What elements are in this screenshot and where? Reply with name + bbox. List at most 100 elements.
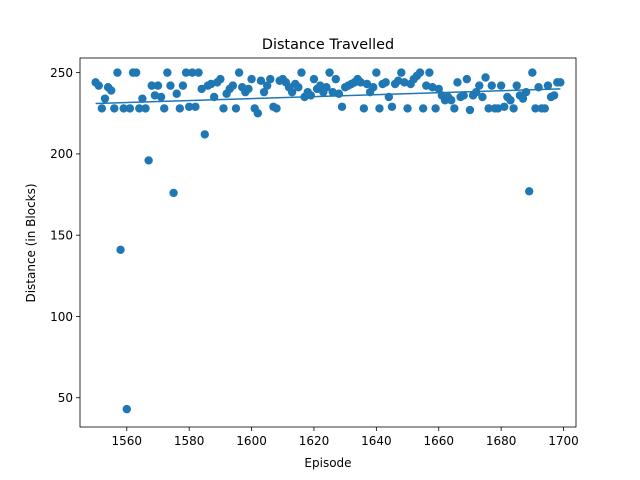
- data-point: [272, 104, 281, 113]
- data-point: [160, 104, 169, 113]
- x-tick-label: 1700: [548, 434, 579, 448]
- data-point: [397, 68, 406, 77]
- data-point: [375, 104, 384, 113]
- data-points: [91, 68, 565, 414]
- data-point: [509, 104, 518, 113]
- data-point: [138, 94, 147, 103]
- data-point: [525, 187, 534, 196]
- data-point: [100, 94, 110, 103]
- data-point: [106, 86, 116, 95]
- data-point: [556, 78, 565, 87]
- data-point: [549, 91, 559, 100]
- data-point: [131, 68, 141, 77]
- data-point: [297, 68, 306, 77]
- data-point: [403, 104, 412, 113]
- data-point: [518, 94, 528, 103]
- data-point: [144, 156, 153, 165]
- data-point: [119, 104, 128, 113]
- y-tick-label: 150: [50, 228, 73, 242]
- x-tick-label: 1680: [486, 434, 517, 448]
- data-point: [531, 104, 540, 113]
- data-point: [478, 92, 487, 102]
- data-point: [325, 68, 334, 77]
- data-point: [447, 96, 456, 105]
- y-axis-label: Distance (in Blocks): [24, 183, 38, 302]
- data-point: [228, 81, 238, 90]
- data-point: [234, 68, 244, 77]
- x-tick-label: 1620: [299, 434, 330, 448]
- data-point: [309, 74, 319, 84]
- data-point: [266, 74, 275, 84]
- data-point: [181, 68, 191, 77]
- x-tick-label: 1660: [423, 434, 454, 448]
- data-point: [543, 81, 553, 90]
- data-point: [256, 76, 266, 85]
- data-point: [262, 81, 272, 90]
- data-point: [434, 84, 443, 94]
- data-point: [135, 104, 144, 113]
- data-point: [381, 78, 390, 87]
- data-point: [253, 109, 263, 118]
- y-axis: 50 100 150 200 250: [50, 66, 80, 405]
- data-point: [337, 102, 347, 111]
- data-point: [188, 68, 197, 77]
- data-point: [244, 84, 253, 94]
- data-point: [481, 73, 490, 82]
- y-tick-label: 250: [50, 66, 73, 80]
- data-point: [259, 87, 269, 97]
- data-point: [178, 81, 188, 90]
- data-point: [484, 104, 493, 113]
- data-point: [359, 104, 369, 113]
- data-point: [169, 188, 178, 198]
- data-point: [191, 102, 200, 111]
- data-point: [141, 104, 150, 113]
- data-point: [362, 79, 372, 89]
- y-tick-label: 50: [58, 391, 73, 405]
- data-point: [172, 89, 181, 98]
- data-point: [231, 104, 241, 113]
- data-point: [540, 104, 550, 113]
- x-tick-label: 1580: [174, 434, 205, 448]
- data-point: [216, 74, 225, 84]
- trend-line: [95, 88, 561, 105]
- data-point: [425, 68, 434, 77]
- data-point: [475, 81, 484, 90]
- data-point: [415, 68, 425, 77]
- data-point: [247, 74, 256, 84]
- y-tick-label: 100: [50, 310, 73, 324]
- data-point: [116, 245, 125, 255]
- data-point: [528, 68, 537, 77]
- data-point: [163, 68, 172, 77]
- data-point: [322, 83, 331, 92]
- x-axis: 1560 1580 1600 1620 1640 1660 1680 1700: [112, 427, 579, 448]
- data-point: [156, 92, 166, 102]
- data-point: [331, 74, 340, 84]
- data-point: [418, 104, 428, 113]
- data-point: [113, 68, 122, 77]
- data-point: [450, 104, 459, 113]
- data-point: [334, 89, 344, 98]
- data-point: [500, 102, 509, 111]
- data-point: [175, 104, 185, 113]
- data-point: [125, 104, 135, 113]
- data-point: [496, 81, 506, 90]
- data-point: [487, 81, 496, 90]
- data-point: [153, 81, 163, 90]
- data-point: [94, 81, 103, 90]
- x-axis-label: Episode: [304, 456, 351, 470]
- data-point: [287, 87, 297, 97]
- data-point: [219, 104, 228, 113]
- data-point: [459, 91, 468, 100]
- data-point: [166, 81, 175, 90]
- data-point: [184, 102, 194, 111]
- data-point: [200, 130, 209, 139]
- data-point: [110, 104, 119, 113]
- data-point: [147, 81, 156, 90]
- data-point: [369, 83, 378, 92]
- y-tick-label: 200: [50, 147, 73, 161]
- data-point: [506, 96, 515, 105]
- data-point: [372, 68, 381, 77]
- data-point: [431, 104, 440, 113]
